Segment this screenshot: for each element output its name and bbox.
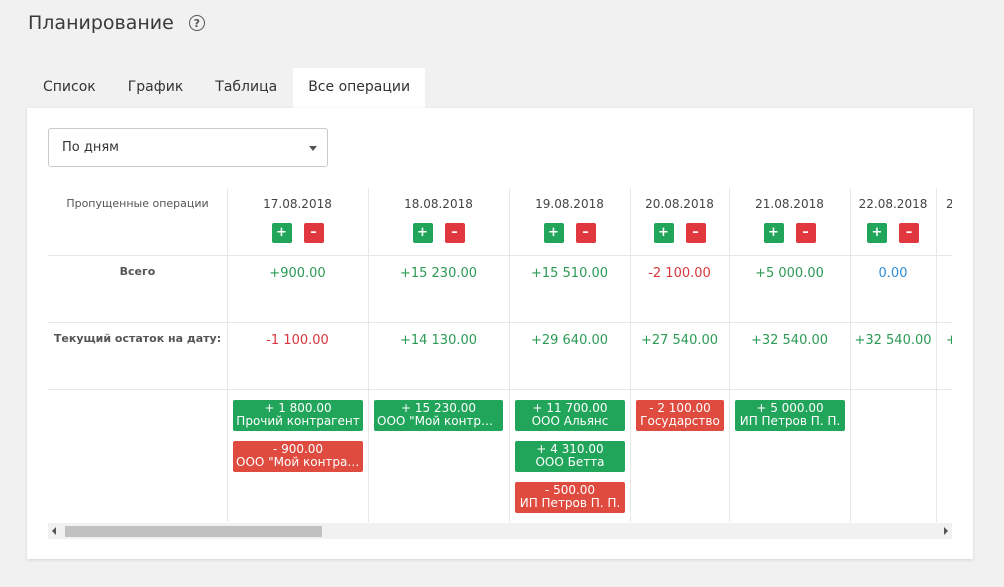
operation-amount: - 900.00 <box>272 442 324 456</box>
balance-value: +27 540.00 <box>640 333 719 348</box>
balance-value: +32 540.00 <box>750 333 829 348</box>
scroll-right-icon[interactable] <box>944 527 948 535</box>
balance-label: Текущий остаток на дату: <box>53 332 222 345</box>
total-value: +15 230.00 <box>399 266 478 281</box>
operation-counterparty: ООО Бетта <box>535 456 605 469</box>
operations-panel: По дням Пропущенные операции Всего Текущ… <box>27 108 973 559</box>
column-divider <box>509 188 510 522</box>
help-icon[interactable]: ? <box>188 15 205 31</box>
add-operation-button[interactable]: + <box>653 223 674 243</box>
column-divider <box>227 188 228 522</box>
operations-grid: Пропущенные операции Всего Текущий остат… <box>48 188 952 522</box>
operation-card[interactable]: + 5 000.00 ИП Петров П. П. <box>735 400 845 431</box>
remove-operation-button[interactable]: – <box>444 223 465 243</box>
column-date: 19.08.2018 <box>535 197 604 211</box>
remove-operation-button[interactable]: – <box>685 223 706 243</box>
column-date: 2 <box>946 197 952 211</box>
operation-card[interactable]: - 500.00 ИП Петров П. П. <box>515 482 625 513</box>
total-value: 0.00 <box>878 266 908 281</box>
row-divider <box>48 389 952 390</box>
horizontal-scrollbar[interactable] <box>48 523 952 539</box>
operation-counterparty: Государство <box>640 415 720 428</box>
operation-counterparty: ООО "Мой контрагент" <box>236 456 363 469</box>
operation-amount: + 11 700.00 <box>532 401 608 415</box>
tab-chart[interactable]: График <box>127 79 184 95</box>
missed-operations-label: Пропущенные операции <box>66 197 209 210</box>
operation-amount: + 1 800.00 <box>264 401 332 415</box>
add-operation-button[interactable]: + <box>763 223 784 243</box>
column-date: 20.08.2018 <box>645 197 714 211</box>
tab-table[interactable]: Таблица <box>215 79 278 95</box>
add-operation-button[interactable]: + <box>412 223 433 243</box>
scroll-left-icon[interactable] <box>52 527 56 535</box>
row-divider <box>48 322 952 323</box>
operation-counterparty: Прочий контрагент <box>236 415 360 428</box>
total-value: -2 100.00 <box>648 266 711 281</box>
period-select-value: По дням <box>62 140 119 155</box>
operation-counterparty: ООО Альянс <box>531 415 609 428</box>
remove-operation-button[interactable]: – <box>899 223 919 243</box>
column-divider <box>368 188 369 522</box>
balance-value: -1 100.00 <box>266 333 329 348</box>
caret-down-icon <box>309 146 317 151</box>
page-title: Планирование <box>28 12 174 34</box>
add-operation-button[interactable]: + <box>867 223 887 243</box>
scroll-thumb[interactable] <box>65 526 322 537</box>
balance-value: +14 130.00 <box>399 333 478 348</box>
operation-card[interactable]: - 2 100.00 Государство <box>636 400 724 431</box>
total-label: Всего <box>119 265 156 278</box>
add-operation-button[interactable]: + <box>543 223 564 243</box>
column-date: 17.08.2018 <box>263 197 332 211</box>
period-select[interactable]: По дням <box>48 128 328 167</box>
column-date: 18.08.2018 <box>404 197 473 211</box>
total-value: +5 000.00 <box>755 266 824 281</box>
column-divider <box>729 188 730 522</box>
operation-amount: + 15 230.00 <box>401 401 476 415</box>
total-value: +900.00 <box>269 266 326 281</box>
operation-counterparty: ИП Петров П. П. <box>739 415 841 428</box>
remove-operation-button[interactable]: – <box>575 223 596 243</box>
balance-value: + <box>946 333 952 348</box>
page-header: Планирование ? <box>28 12 205 34</box>
balance-value: +29 640.00 <box>530 333 609 348</box>
column-date: 22.08.2018 <box>858 197 928 211</box>
operation-card[interactable]: + 11 700.00 ООО Альянс <box>515 400 625 431</box>
total-value: +15 510.00 <box>530 266 609 281</box>
column-divider <box>936 188 937 522</box>
operation-amount: - 500.00 <box>544 483 596 497</box>
tab-list[interactable]: Список <box>43 79 96 95</box>
operation-card[interactable]: + 1 800.00 Прочий контрагент <box>233 400 363 431</box>
column-divider <box>850 188 851 522</box>
operation-counterparty: ИП Петров П. П. <box>519 497 621 510</box>
remove-operation-button[interactable]: – <box>303 223 324 243</box>
tab-bar: Список График Таблица Все операции <box>27 68 426 108</box>
operation-amount: + 4 310.00 <box>536 442 604 456</box>
operation-amount: - 2 100.00 <box>649 401 711 415</box>
tab-all-operations[interactable]: Все операции <box>293 68 426 108</box>
remove-operation-button[interactable]: – <box>795 223 816 243</box>
operation-counterparty: ООО "Мой контрагент" <box>377 415 503 428</box>
row-divider <box>48 255 952 256</box>
balance-value: +32 540.00 <box>854 333 932 348</box>
operation-amount: + 5 000.00 <box>756 401 824 415</box>
operation-card[interactable]: + 4 310.00 ООО Бетта <box>515 441 625 472</box>
column-divider <box>630 188 631 522</box>
column-date: 21.08.2018 <box>755 197 824 211</box>
add-operation-button[interactable]: + <box>271 223 292 243</box>
